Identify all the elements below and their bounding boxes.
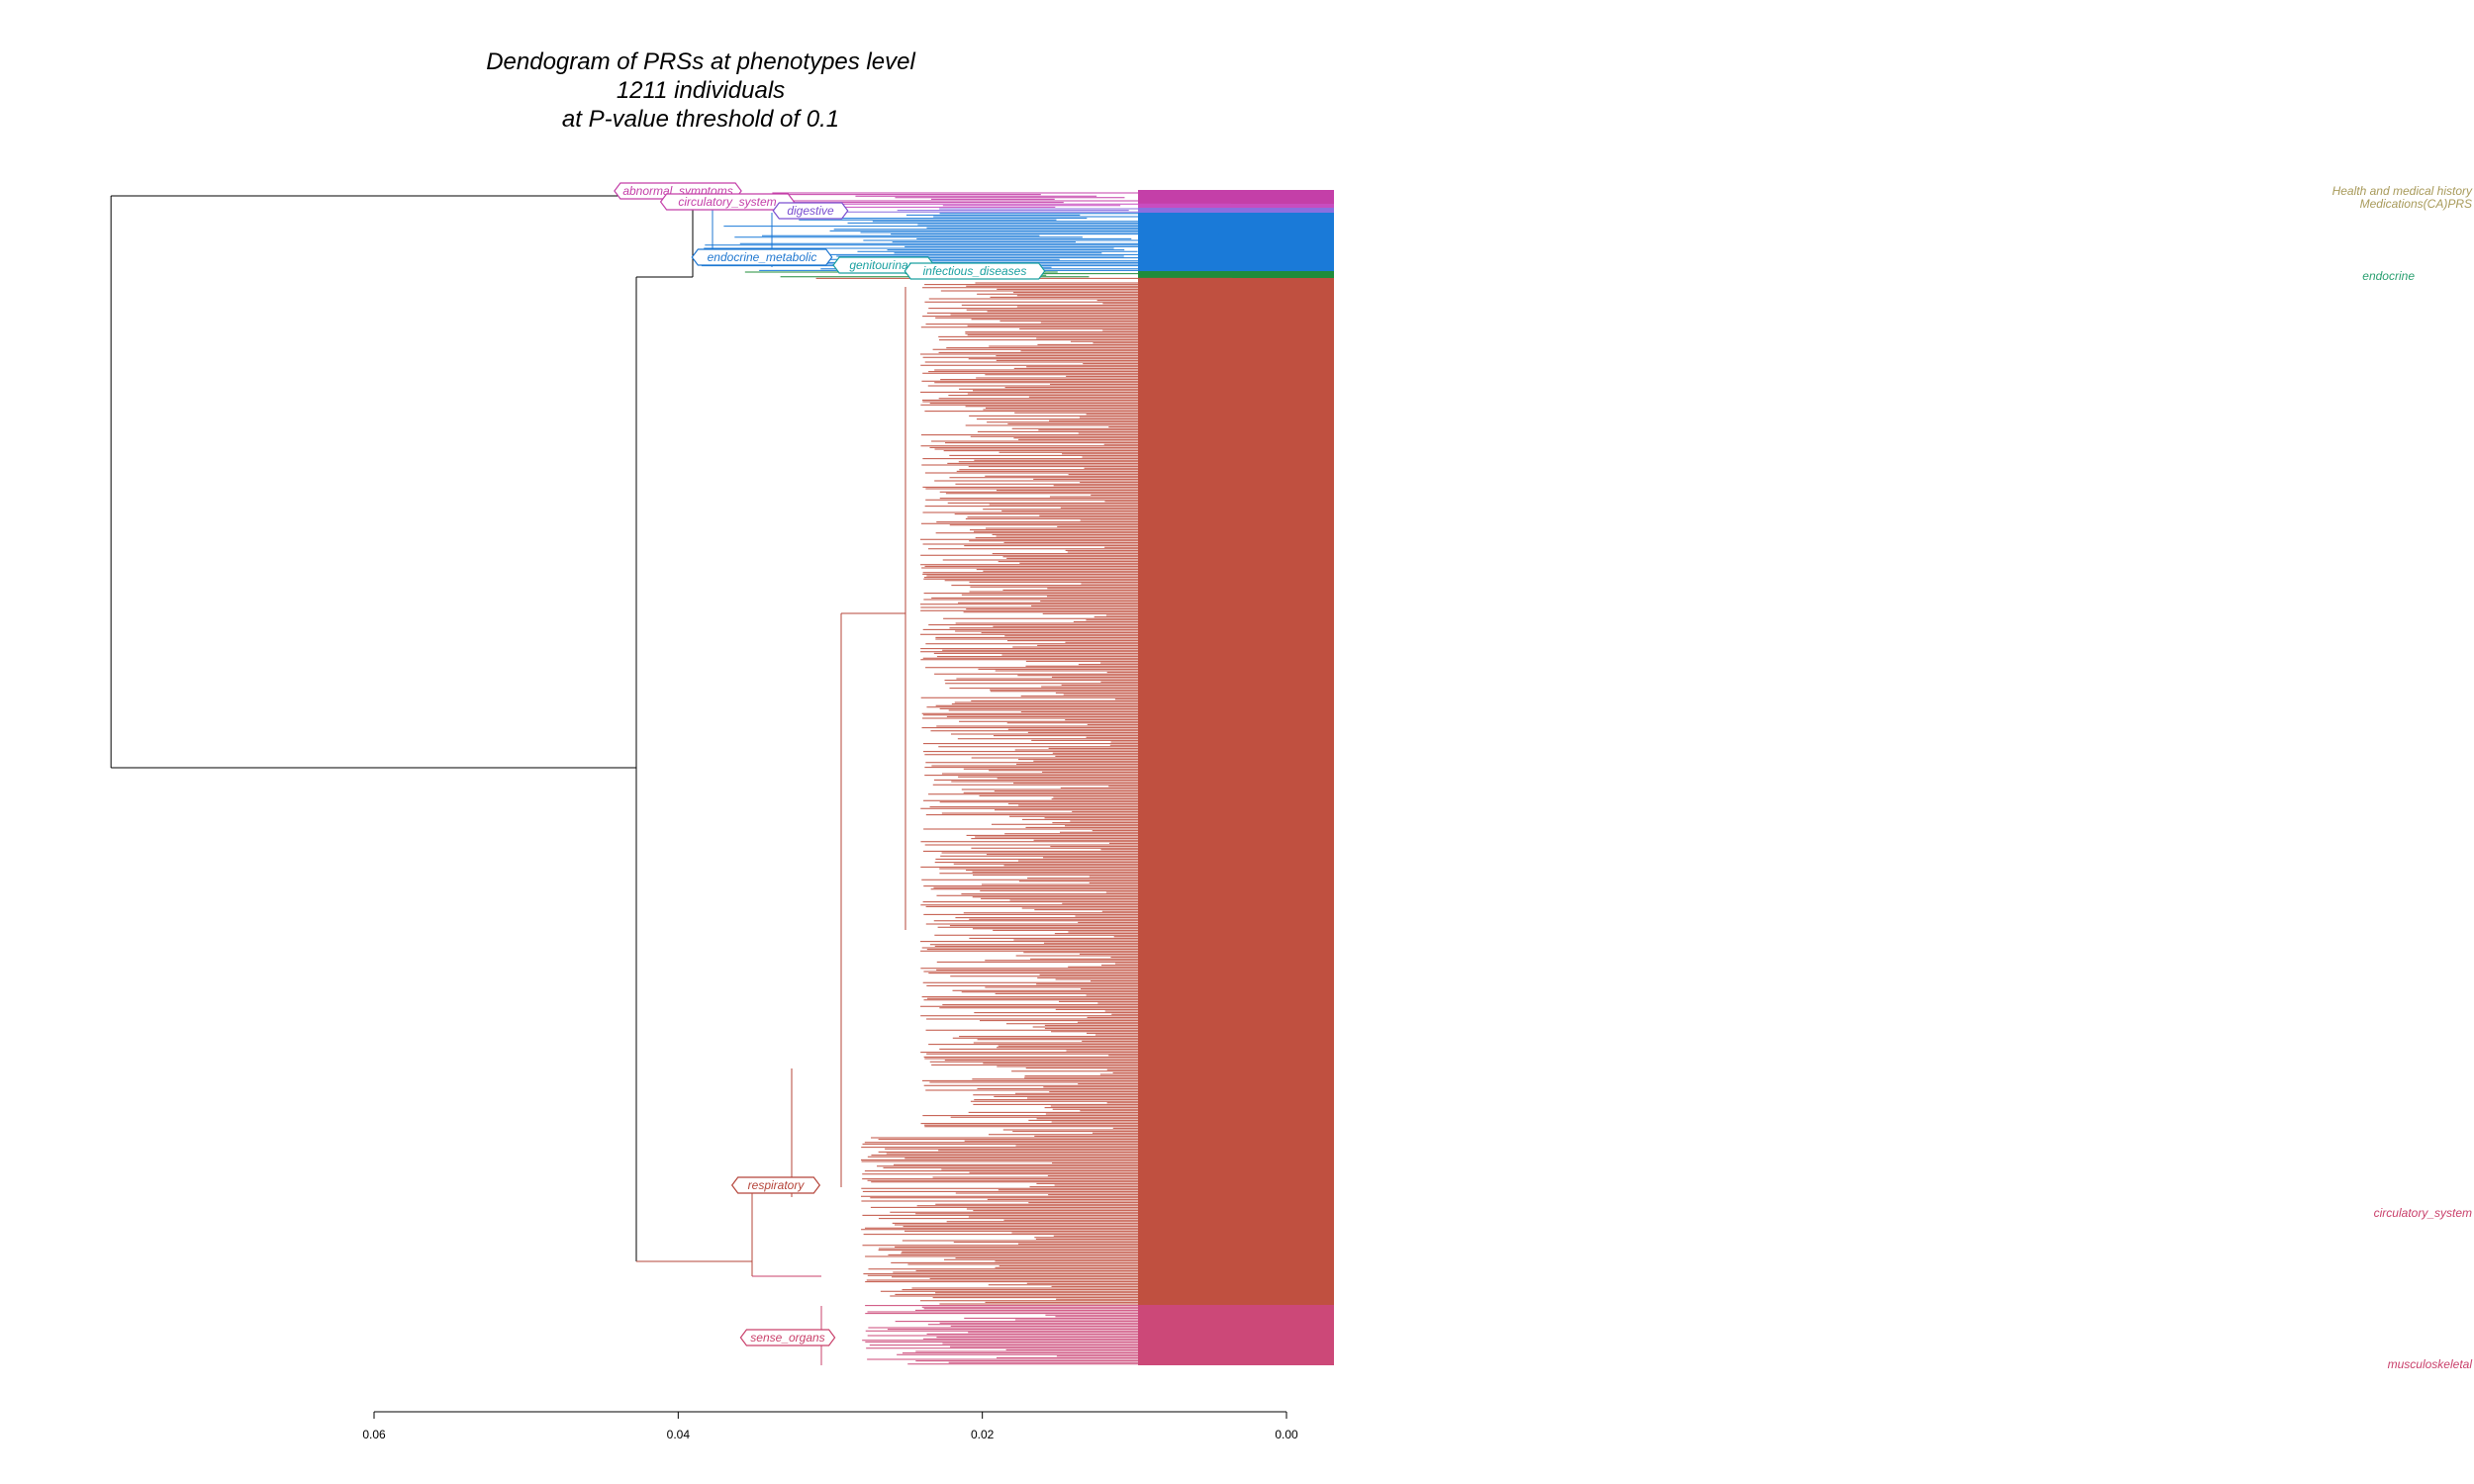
cluster-label-circulatory_system: circulatory_system [659,193,796,211]
cluster-band-genitourinary [1138,271,1334,278]
cluster-label-box [739,1329,836,1346]
cluster-band-circulatory_system [1138,204,1334,208]
cluster-band-digestive [1138,208,1334,213]
x-tick-label: 0.06 [362,1428,386,1441]
leaf-label-fragment: musculoskeletal [2388,1357,2473,1371]
cluster-label-box [772,202,849,220]
title-line-2: 1211 individuals [617,77,785,104]
leaf-label-fragments: Health and medical historyMedications(CA… [2332,184,2473,1371]
leaf-label-fragment: circulatory_system [2374,1206,2472,1220]
x-tick-label: 0.00 [1275,1428,1298,1441]
x-tick-label: 0.04 [667,1428,691,1441]
cluster-label-box [659,193,796,211]
leaf-label-fragment: Health and medical history [2332,184,2473,198]
cluster-label-box [904,262,1046,280]
cluster-label-text: genitourinary [849,258,918,272]
cluster-label-text: circulatory_system [678,195,776,209]
x-tick-label: 0.02 [971,1428,995,1441]
x-axis-ticks: 0.06 0.04 0.02 0.00 [362,1412,1298,1441]
x-axis: 0.06 0.04 0.02 0.00 [362,1411,1298,1441]
cluster-color-bands [1138,190,1334,1365]
leaf-label-fragment: Medications(CA)PRS [2360,197,2472,211]
cluster-label-box [730,1176,821,1194]
cluster-label-endocrine_metabolic: endocrine_metabolic [691,248,833,266]
chart-title: Dendogram of PRSs at phenotypes level 12… [486,48,915,133]
leaf-label-fragment: endocrine [2362,269,2415,283]
cluster-labels: abnormal_symptomscirculatory_systemdiges… [614,182,1046,1346]
cluster-label-text: endocrine_metabolic [708,250,817,264]
cluster-band-abnormal_symptoms [1138,190,1334,204]
title-line-3: at P-value threshold of 0.1 [562,106,839,133]
dendrogram-tree [110,192,1281,1365]
cluster-label-respiratory: respiratory [730,1176,821,1194]
title-line-1: Dendogram of PRSs at phenotypes level [486,48,915,75]
cluster-label-box [691,248,833,266]
cluster-label-text: infectious_diseases [923,264,1027,278]
cluster-label-digestive: digestive [772,202,849,220]
cluster-label-infectious_diseases: infectious_diseases [904,262,1046,280]
cluster-label-text: respiratory [748,1178,806,1192]
cluster-label-sense_organs: sense_organs [739,1329,836,1346]
cluster-label-text: digestive [787,204,834,218]
cluster-label-text: sense_organs [750,1331,824,1345]
